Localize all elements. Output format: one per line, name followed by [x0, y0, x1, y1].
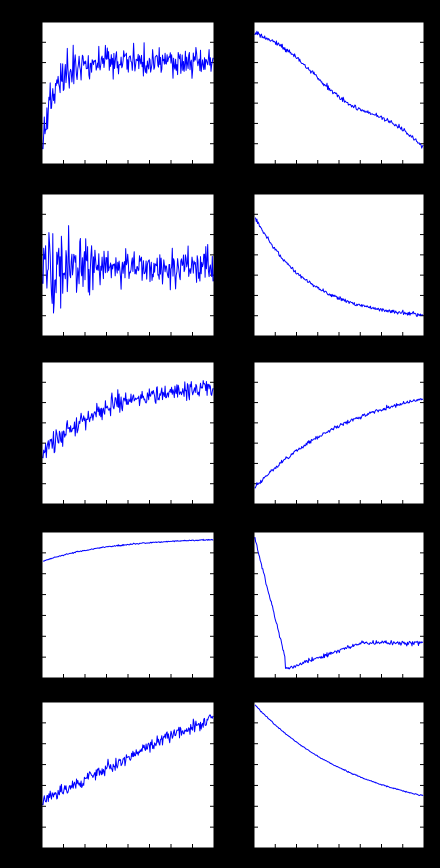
series-line	[254, 217, 424, 317]
axis-ticks	[254, 41, 424, 164]
subplot-r4-c1	[41, 531, 215, 679]
series-line	[254, 537, 424, 670]
series-line	[42, 538, 214, 562]
axis-ticks	[42, 381, 214, 504]
axis-ticks	[254, 213, 424, 336]
axis-ticks	[42, 213, 214, 336]
plot-area	[41, 21, 215, 165]
subplot-r3-c1	[41, 361, 215, 505]
axis-ticks	[254, 722, 424, 848]
plot-area	[253, 361, 425, 505]
subplot-r5-c1	[41, 701, 215, 849]
series-line	[42, 42, 214, 150]
subplot-r1-c2	[253, 21, 425, 165]
plot-area	[253, 531, 425, 679]
plot-area	[253, 21, 425, 165]
axis-ticks	[254, 381, 424, 504]
subplot-r4-c2	[253, 531, 425, 679]
series-line	[42, 380, 214, 459]
axis-ticks	[254, 552, 424, 678]
subplot-r2-c1	[41, 193, 215, 337]
series-line	[254, 398, 424, 489]
subplot-r5-c2	[253, 701, 425, 849]
subplot-r2-c2	[253, 193, 425, 337]
series-line	[42, 225, 214, 314]
axis-ticks	[42, 722, 214, 848]
plot-area	[253, 701, 425, 849]
series-line	[42, 714, 214, 806]
plot-area	[41, 531, 215, 679]
series-line	[254, 704, 424, 797]
plot-area	[253, 193, 425, 337]
subplot-r3-c2	[253, 361, 425, 505]
series-line	[254, 30, 424, 149]
axis-ticks	[42, 552, 214, 678]
subplot-r1-c1	[41, 21, 215, 165]
plot-area	[41, 701, 215, 849]
plot-area	[41, 361, 215, 505]
